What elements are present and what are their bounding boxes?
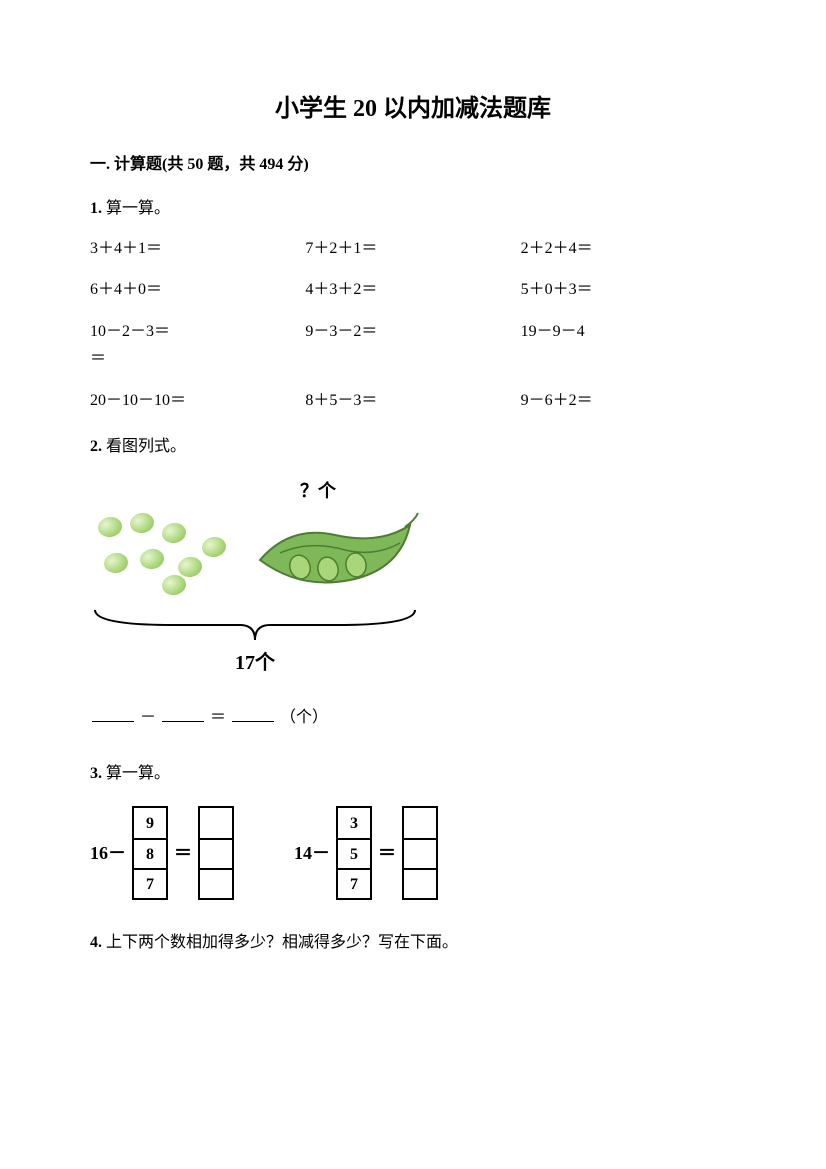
box-prefix: 16－: [90, 839, 126, 868]
problem-3-label: 3. 算一算。: [90, 761, 736, 787]
problem-4-text: 上下两个数相加得多少？相减得多少？写在下面。: [102, 934, 458, 951]
problem-3-num: 3.: [90, 765, 102, 782]
bean-icon: [128, 511, 155, 535]
page-title: 小学生 20 以内加减法题库: [90, 90, 736, 128]
bean-icon: [160, 573, 187, 597]
blank-input[interactable]: [92, 708, 134, 722]
total-label: 17个: [90, 647, 420, 679]
problem-3-text: 算一算。: [102, 765, 170, 782]
eq-cell: 20－10－10＝: [90, 388, 305, 414]
stack-cell: 7: [338, 868, 370, 898]
eq-cell: 4＋3＋2＝: [305, 277, 520, 303]
beans-group: [90, 507, 230, 597]
stack-cell: 3: [338, 808, 370, 838]
stack-cell-blank[interactable]: [404, 868, 436, 898]
stack-cell-blank[interactable]: [200, 868, 232, 898]
question-mark-label: ？个: [300, 477, 336, 506]
bean-icon: [102, 551, 129, 575]
eq-cell: 3＋4＋1＝: [90, 236, 305, 262]
box-prefix: 14－: [294, 839, 330, 868]
problem-1-equations: 3＋4＋1＝ 7＋2＋1＝ 2＋2＋4＝ 6＋4＋0＝ 4＋3＋2＝ 5＋0＋3…: [90, 236, 736, 414]
eq-cell: 8＋5－3＝: [305, 388, 520, 414]
output-stack: [402, 806, 438, 900]
bean-pod-icon: [250, 505, 420, 600]
blank-input[interactable]: [162, 708, 204, 722]
box-equation: 14－ 3 5 7 ＝: [294, 806, 438, 900]
eq-cell: 9－6＋2＝: [521, 388, 736, 414]
box-equation: 16－ 9 8 7 ＝: [90, 806, 234, 900]
problem-2-figure: ？个 17个: [90, 477, 430, 687]
problem-1-text: 算一算。: [102, 200, 170, 217]
stack-cell-blank[interactable]: [404, 838, 436, 868]
problem-4-num: 4.: [90, 934, 102, 951]
problem-2-num: 2.: [90, 438, 102, 455]
stack-cell: 5: [338, 838, 370, 868]
bean-icon: [160, 521, 187, 545]
bean-icon: [138, 547, 165, 571]
eq-cell: 5＋0＋3＝: [521, 277, 736, 303]
problem-1-num: 1.: [90, 200, 102, 217]
problem-1-label: 1. 算一算。: [90, 196, 736, 222]
eq-extra: ＝: [90, 346, 305, 372]
stack-cell-blank[interactable]: [200, 808, 232, 838]
equals-sign: ＝: [174, 839, 192, 868]
eq-cell: 7＋2＋1＝: [305, 236, 520, 262]
problem-4-label: 4. 上下两个数相加得多少？相减得多少？写在下面。: [90, 930, 736, 956]
stack-cell: 9: [134, 808, 166, 838]
problem-2-blanks: － ＝ （个）: [90, 705, 736, 731]
output-stack: [198, 806, 234, 900]
problem-3-boxes: 16－ 9 8 7 ＝ 14－ 3 5 7 ＝: [90, 806, 736, 900]
eq-cell: 19－9－4: [521, 319, 736, 345]
input-stack: 9 8 7: [132, 806, 168, 900]
stack-cell-blank[interactable]: [200, 838, 232, 868]
stack-cell: 7: [134, 868, 166, 898]
problem-2-text: 看图列式。: [102, 438, 186, 455]
curly-brace-icon: [90, 605, 420, 645]
stack-cell: 8: [134, 838, 166, 868]
eq-cell: 10－2－3＝: [90, 319, 305, 345]
blank-suffix: （个）: [280, 709, 328, 726]
bean-icon: [200, 535, 227, 559]
eq-cell: 9－3－2＝: [305, 319, 520, 345]
eq-cell: 2＋2＋4＝: [521, 236, 736, 262]
problem-2-label: 2. 看图列式。: [90, 434, 736, 460]
input-stack: 3 5 7: [336, 806, 372, 900]
bean-icon: [96, 515, 123, 539]
eq-cell: 6＋4＋0＝: [90, 277, 305, 303]
blank-input[interactable]: [232, 708, 274, 722]
stack-cell-blank[interactable]: [404, 808, 436, 838]
equals-sign: ＝: [378, 839, 396, 868]
section-header: 一. 计算题(共 50 题，共 494 分): [90, 152, 736, 178]
